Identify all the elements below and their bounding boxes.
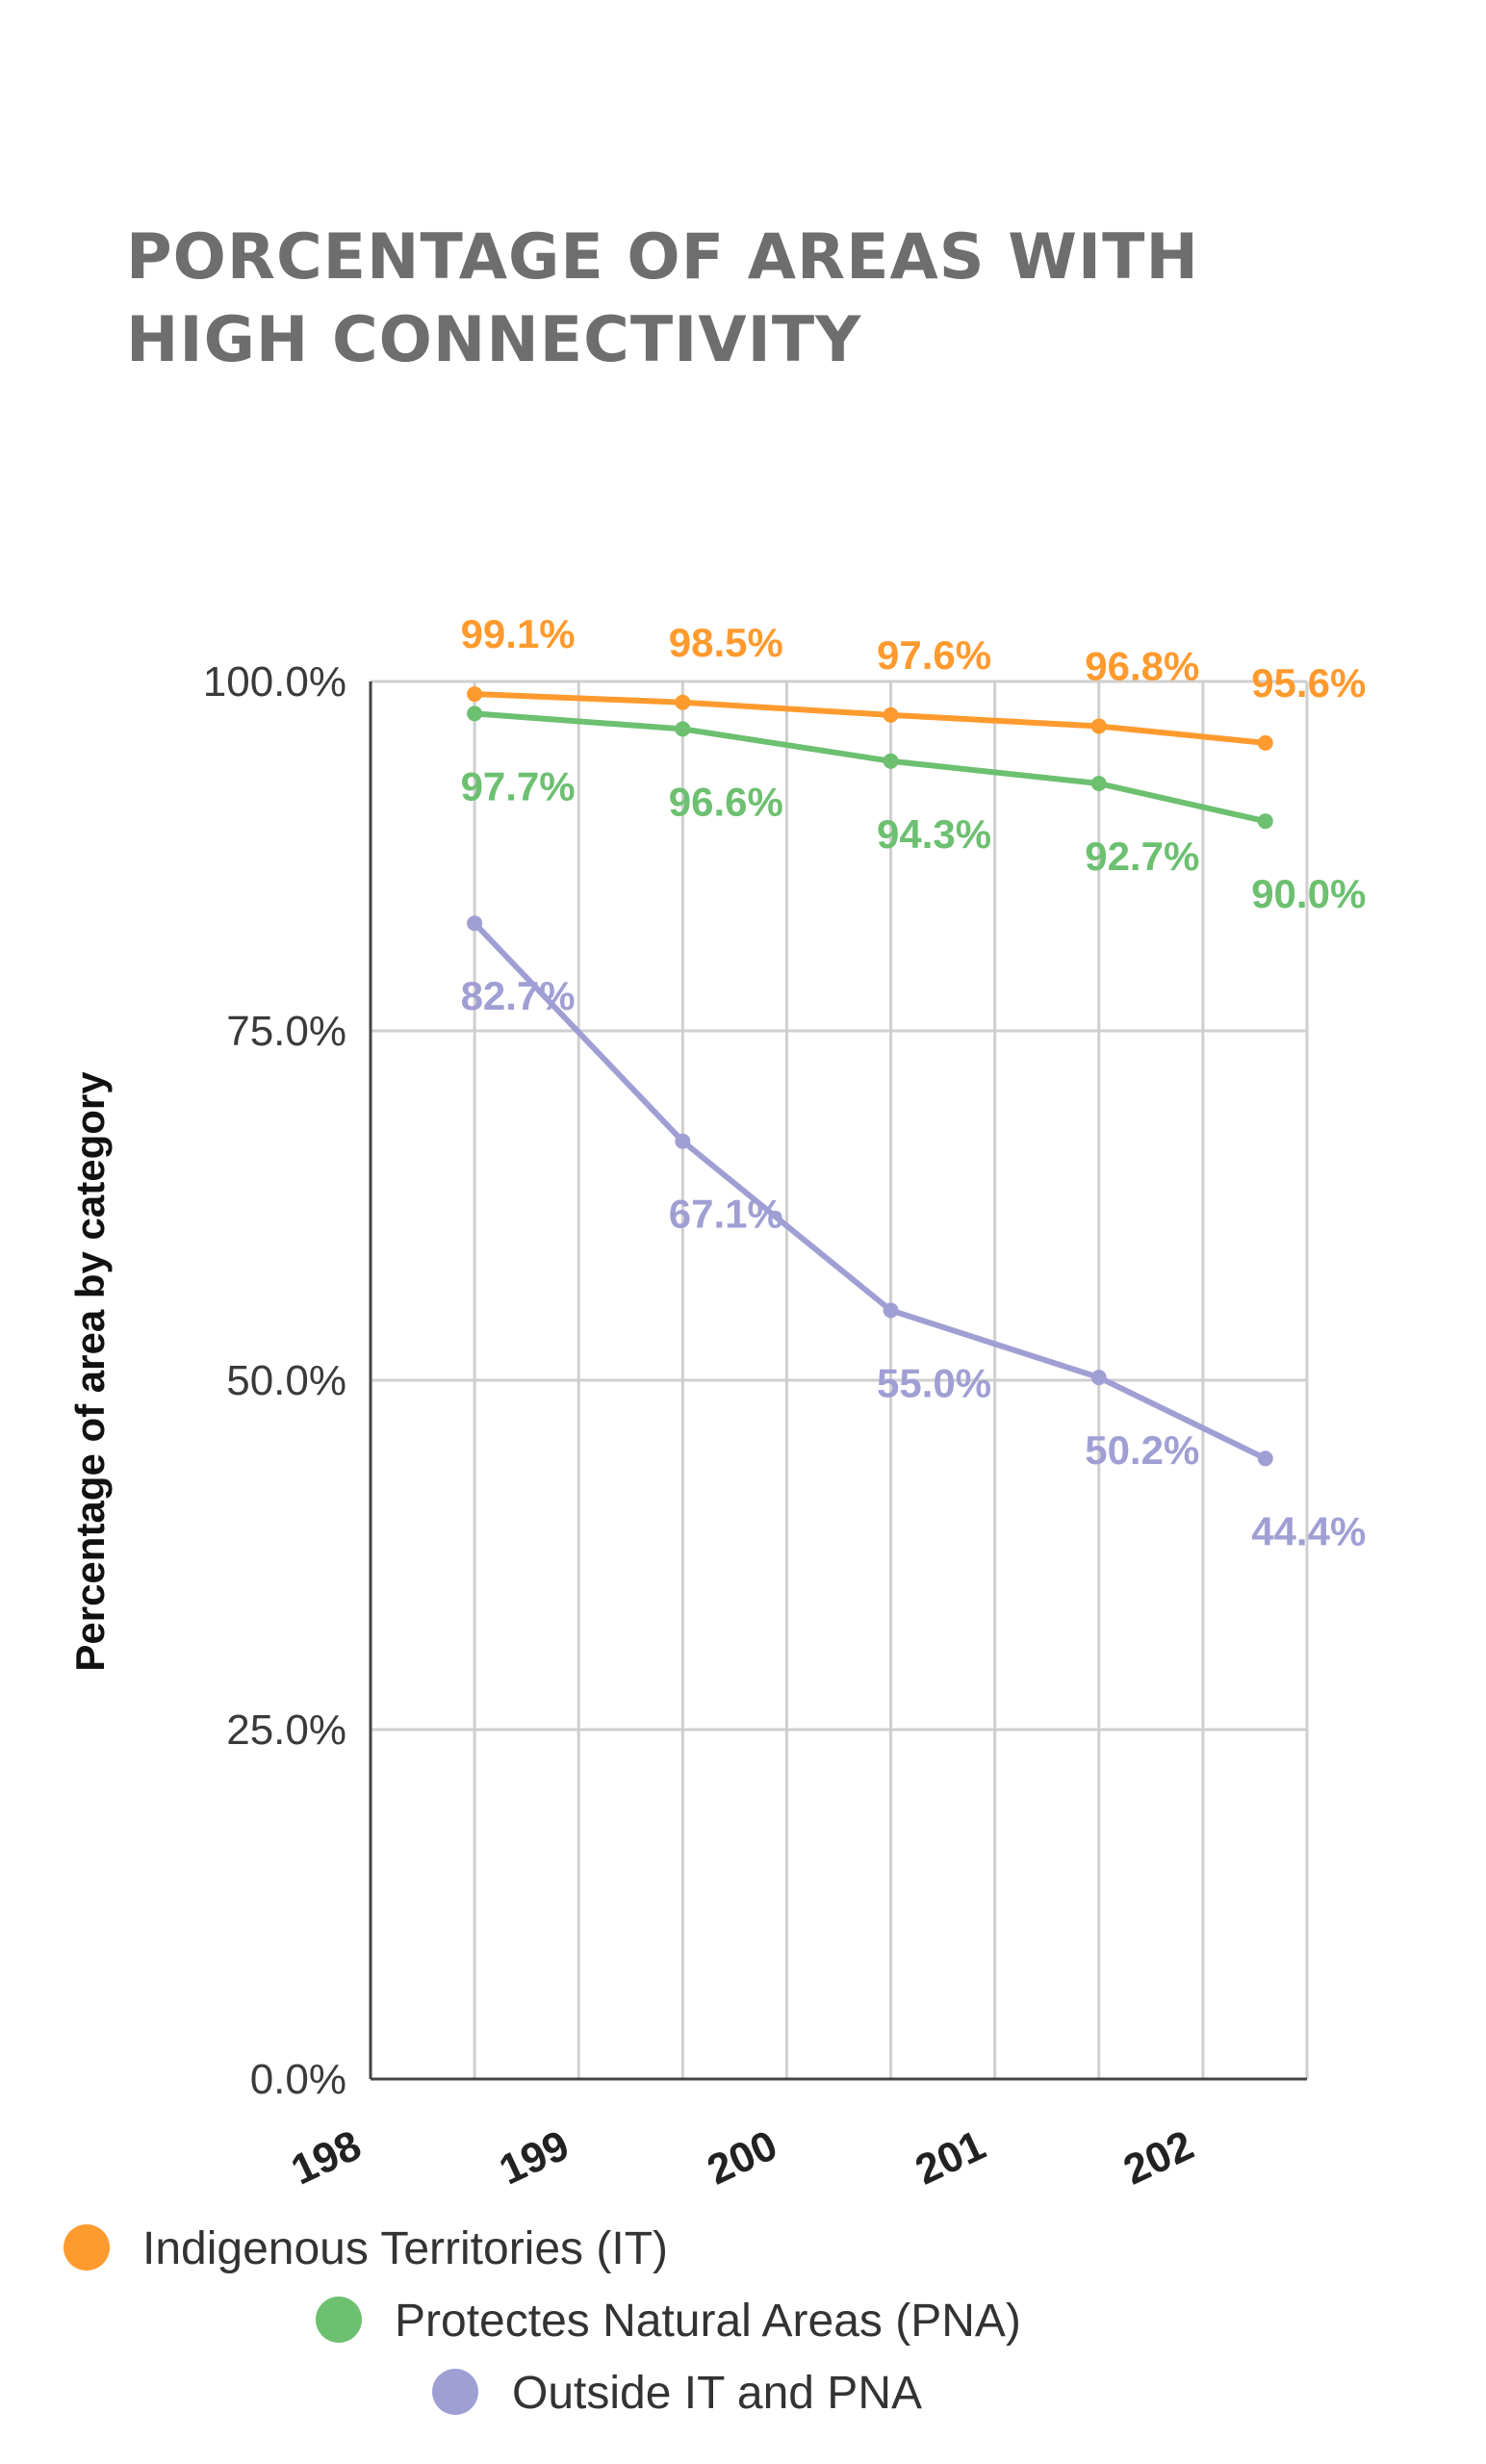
legend-label: Indigenous Territories (IT) xyxy=(142,2223,668,2274)
data-label: 97.6% xyxy=(877,632,991,678)
chart-title: PORCENTAGE OF AREAS WITH HIGH CONNECTIVI… xyxy=(126,217,1377,382)
y-tick-label: 0.0% xyxy=(250,2056,346,2103)
data-point xyxy=(467,706,483,722)
y-tick-label: 50.0% xyxy=(226,1357,346,1404)
data-point xyxy=(1257,1450,1273,1467)
legend-marker xyxy=(64,2224,110,2271)
data-label: 98.5% xyxy=(669,620,783,665)
data-point xyxy=(1090,775,1107,791)
data-label: 92.7% xyxy=(1085,834,1199,879)
data-point xyxy=(675,721,691,737)
data-point xyxy=(883,753,899,769)
y-tick-label: 75.0% xyxy=(226,1008,346,1055)
series-line-1 xyxy=(474,691,1267,746)
chart-title-line-1: PORCENTAGE OF AREAS WITH xyxy=(126,221,1199,294)
y-axis-label: Percentage of area by category xyxy=(67,1071,113,1672)
data-label: 97.7% xyxy=(461,763,576,808)
x-tick-label: 199 xyxy=(492,2121,576,2194)
data-label: 90.0% xyxy=(1251,871,1366,916)
data-label: 50.2% xyxy=(1085,1427,1199,1473)
data-point xyxy=(883,706,899,723)
x-tick-label: 198 xyxy=(284,2121,368,2194)
chart-title-line-2: HIGH CONNECTIVITY xyxy=(126,304,862,376)
data-point xyxy=(467,686,483,703)
data-point xyxy=(1257,734,1273,751)
data-point xyxy=(675,1133,691,1149)
data-point xyxy=(1257,813,1273,830)
data-point xyxy=(1090,718,1107,734)
y-tick-label: 25.0% xyxy=(226,1707,346,1754)
legend-marker xyxy=(316,2297,362,2343)
data-label: 67.1% xyxy=(669,1192,783,1237)
y-tick-label: 100.0% xyxy=(203,658,346,706)
data-label: 94.3% xyxy=(877,811,991,857)
data-label: 95.6% xyxy=(1251,660,1366,706)
data-label: 55.0% xyxy=(877,1360,991,1405)
data-point xyxy=(1090,1370,1107,1386)
x-tick-label: 200 xyxy=(701,2121,784,2194)
data-point xyxy=(467,915,483,932)
x-tick-label: 202 xyxy=(1116,2121,1200,2194)
legend-label: Outside IT and PNA xyxy=(512,2368,922,2419)
legend-label: Protectes Natural Areas (PNA) xyxy=(395,2296,1021,2347)
series-line-3 xyxy=(472,921,1268,1462)
x-tick-label: 201 xyxy=(909,2121,992,2194)
data-label: 99.1% xyxy=(461,611,576,656)
data-point xyxy=(675,694,691,710)
data-label: 82.7% xyxy=(461,973,576,1018)
legend-marker xyxy=(432,2369,478,2415)
data-label: 96.8% xyxy=(1085,643,1199,688)
data-point xyxy=(883,1302,899,1319)
data-label: 44.4% xyxy=(1251,1508,1366,1553)
data-label: 96.6% xyxy=(669,779,783,824)
